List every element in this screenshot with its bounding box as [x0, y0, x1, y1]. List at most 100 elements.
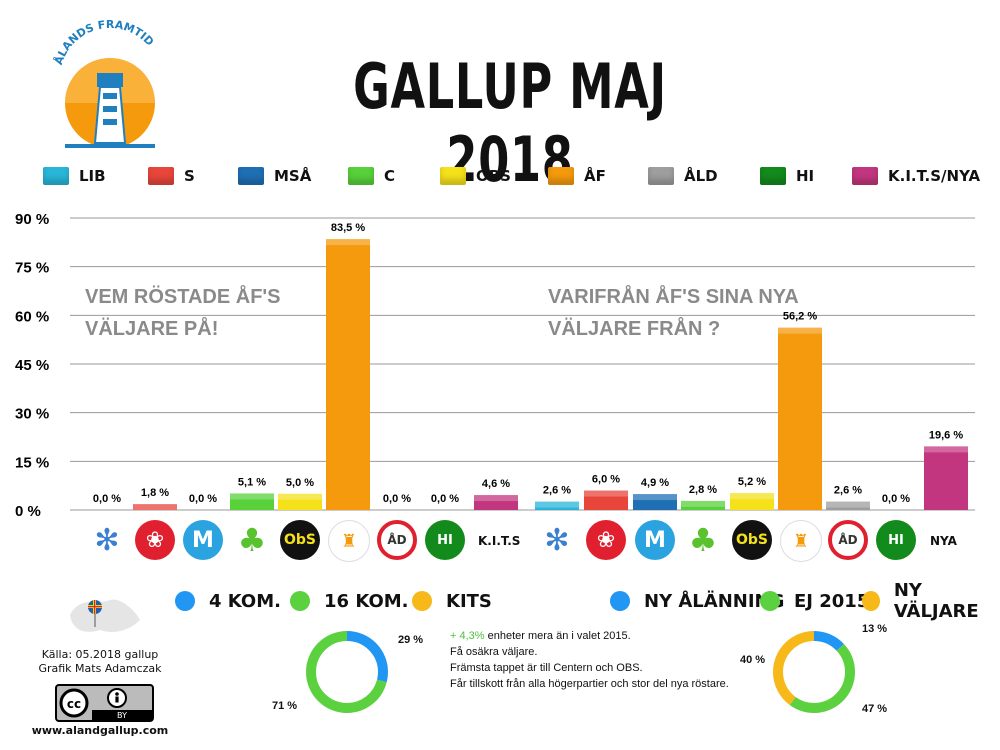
bar-highlight	[230, 493, 274, 500]
legend-swatch	[548, 167, 574, 185]
donut-legend-label: 16 KOM.	[324, 590, 409, 612]
chart-annotation: VEM RÖSTADE ÅF'S	[85, 284, 281, 308]
legend-item-5: ÅF	[548, 165, 606, 187]
bar-highlight	[278, 493, 322, 500]
donut-legend-dot	[760, 591, 780, 611]
bar-highlight	[133, 504, 177, 510]
legend-label: OBS	[476, 167, 511, 185]
legend-label: ÅLD	[684, 167, 718, 185]
ald-logo-icon: ÅD	[828, 520, 868, 560]
donut-legend-dot	[412, 591, 432, 611]
legend-item-4: OBS	[440, 165, 511, 187]
legend-item-7: HI	[760, 165, 814, 187]
lib-snowflake-icon: ✻	[544, 522, 570, 558]
y-tick-label: 0 %	[15, 503, 41, 520]
bar-value-label: 5,1 %	[238, 476, 266, 488]
note-highlight: + 4,3%	[450, 630, 485, 642]
bar-obs	[730, 493, 774, 510]
note-line-1-text: enheter mera än i valet 2015.	[484, 630, 631, 642]
legend-label: MSÅ	[274, 167, 312, 185]
bar-value-label: 2,8 %	[689, 484, 717, 496]
donut-legend-item: NY VÄLJARE	[862, 580, 1000, 622]
obs-logo-icon: ObS	[280, 520, 320, 560]
legend-label: S	[184, 167, 195, 185]
alands-framtid-logo: ÅLANDS FRAMTID	[45, 18, 175, 158]
donut-slice-2	[773, 631, 855, 713]
bar-value-label: 0,0 %	[882, 493, 910, 505]
donut-legend-label: 4 KOM.	[209, 590, 281, 612]
donut-legend-dot	[290, 591, 310, 611]
y-tick-label: 60 %	[15, 308, 49, 325]
msa-logo-icon: M	[635, 520, 675, 560]
legend-item-8: K.I.T.S/NYA	[852, 165, 980, 187]
bar-highlight	[681, 500, 725, 507]
y-tick-label: 45 %	[15, 357, 49, 374]
donut-legend-item: EJ 2015	[760, 588, 869, 614]
donut-legend-label: NY VÄLJARE	[893, 580, 979, 622]
y-tick-label: 30 %	[15, 406, 49, 423]
donut-legend-item: 4 KOM.	[175, 588, 281, 614]
legend-item-3: C	[348, 165, 395, 187]
bar-value-label: 0,0 %	[93, 493, 121, 505]
bar-ms	[633, 494, 677, 510]
c-clover-icon: ♣	[237, 521, 267, 559]
hi-logo-icon: HI	[876, 520, 916, 560]
bar-highlight	[326, 239, 370, 246]
bar-s	[133, 504, 177, 510]
bar-value-label: 6,0 %	[592, 474, 620, 486]
party-label-nya: NYA	[930, 534, 957, 548]
bar-highlight	[924, 446, 968, 453]
donut-legend-item: NY ÅLÄNNING	[610, 588, 784, 614]
bar-lib	[535, 501, 579, 510]
legend-label: ÅF	[584, 167, 606, 185]
donut-chart-right	[773, 631, 855, 713]
note-line-1: + 4,3% enheter mera än i valet 2015.	[450, 628, 750, 644]
donut-slice-1	[773, 631, 855, 713]
legend-label: HI	[796, 167, 815, 185]
bar-highlight	[730, 493, 774, 500]
bar-f	[326, 239, 370, 510]
license-text: BY	[117, 711, 127, 720]
legend-item-2: MSÅ	[238, 165, 311, 187]
svg-text:cc: cc	[67, 697, 81, 711]
bar-highlight	[584, 490, 628, 497]
bar-kits	[474, 495, 518, 510]
donut-legend-dot	[175, 591, 195, 611]
y-tick-label: 90 %	[15, 211, 49, 228]
bar-value-label: 0,0 %	[383, 493, 411, 505]
bar-value-label: 1,8 %	[141, 487, 169, 499]
af-lighthouse-icon: ♜	[780, 520, 822, 562]
donut-legend-label: EJ 2015	[794, 590, 870, 612]
donut-legend-label: NY ÅLÄNNING	[644, 590, 785, 612]
bar-s	[584, 490, 628, 510]
c-clover-icon: ♣	[688, 521, 718, 559]
y-tick-label: 75 %	[15, 260, 49, 277]
af-lighthouse-icon: ♜	[328, 520, 370, 562]
y-tick-label: 15 %	[15, 454, 49, 471]
bar-highlight	[535, 501, 579, 508]
bar-value-label: 19,6 %	[929, 429, 963, 441]
obs-logo-icon: ObS	[732, 520, 772, 560]
bar-c	[230, 493, 274, 510]
donut-chart-left	[306, 631, 388, 713]
hi-logo-icon: HI	[425, 520, 465, 560]
legend-swatch	[148, 167, 174, 185]
bar-highlight	[633, 494, 677, 501]
donut-right-label-40: 40 %	[740, 654, 766, 666]
legend-label: C	[384, 167, 396, 185]
aland-map-icon	[70, 599, 140, 632]
donut-legend-item: KITS	[412, 588, 492, 614]
bar-value-label: 56,2 %	[783, 311, 817, 323]
s-rose-icon: ❀	[135, 520, 175, 560]
legend-item-0: LIB	[43, 165, 106, 187]
bar-ld	[826, 501, 870, 510]
website-link[interactable]: www.alandgallup.com	[31, 724, 169, 737]
analysis-notes: + 4,3% enheter mera än i valet 2015. Få …	[450, 628, 750, 692]
ald-logo-icon: ÅD	[377, 520, 417, 560]
party-label-kits: K.I.T.S	[478, 534, 521, 548]
legend-swatch	[648, 167, 674, 185]
note-line-4: Får tillskott från alla högerpartier och…	[450, 678, 729, 690]
page-title: GALLUP MAJ 2018	[353, 50, 667, 196]
source-text: Källa: 05.2018 gallup	[41, 648, 159, 661]
bar-nya	[924, 446, 968, 510]
